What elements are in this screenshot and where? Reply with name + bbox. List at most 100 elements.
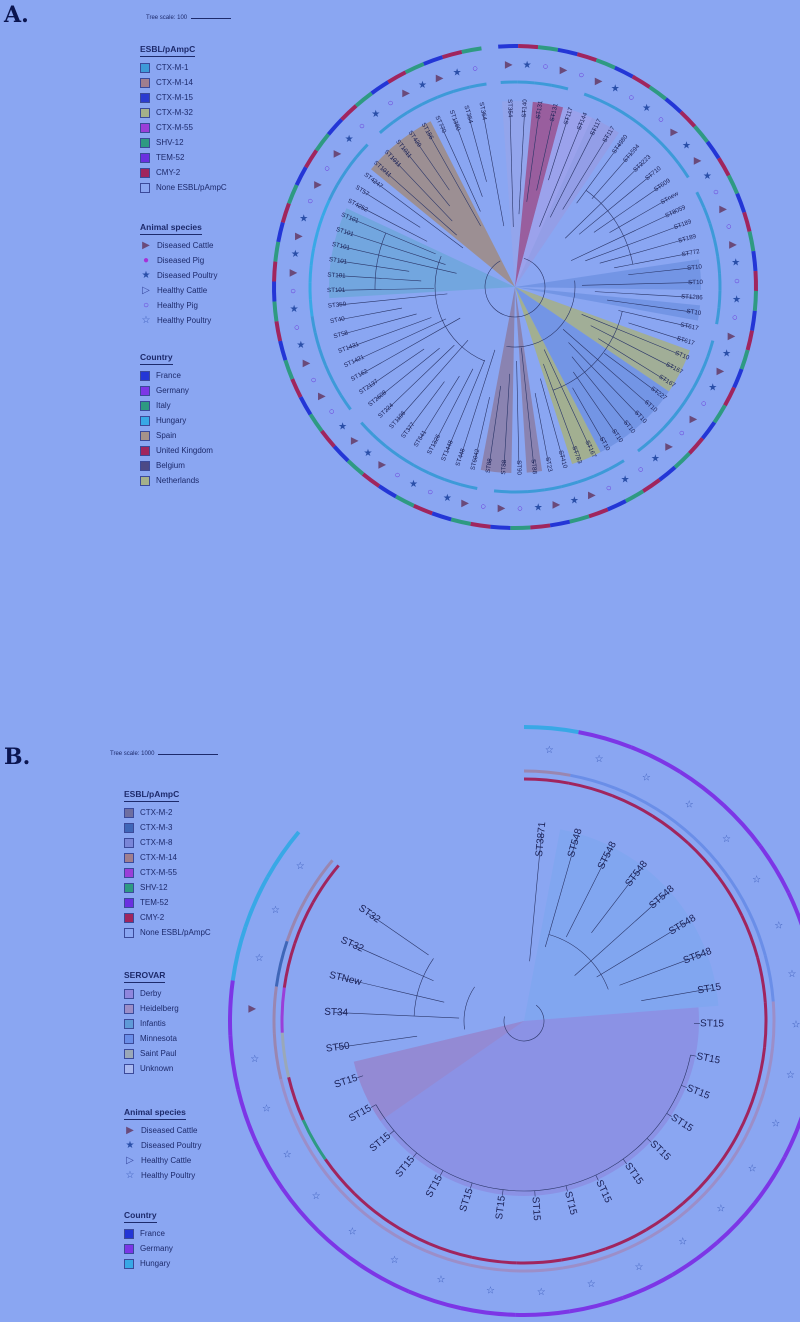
country-ring-segment	[758, 844, 791, 894]
leaf-label: ST101	[327, 287, 346, 294]
branch-line	[446, 359, 486, 452]
legend-label: CMY-2	[140, 912, 165, 922]
country-ring-segment	[412, 503, 433, 516]
open-star-icon: ☆	[595, 754, 604, 765]
open-star-icon: ☆	[752, 875, 761, 886]
branch-line	[403, 148, 450, 207]
esbl-ring-segment	[754, 1046, 767, 1092]
esbl-ring-segment	[628, 115, 645, 129]
legend-item: Unknown	[124, 1061, 224, 1076]
legend-swatch	[140, 182, 150, 193]
esbl-ring-segment	[436, 90, 454, 99]
esbl-ring-segment	[406, 102, 423, 114]
esbl-ring-segment	[313, 332, 322, 350]
leaf-label: ST410	[557, 450, 569, 470]
leaf-label: ST131	[535, 100, 545, 120]
panel-a-species-legend: Animal species ▶ Diseased Cattle ● Diseased…	[140, 222, 240, 328]
branch-line	[518, 109, 525, 215]
country-ring-segment	[298, 396, 313, 416]
leaf-label: ST58	[333, 329, 350, 340]
country-ring-segment	[460, 1306, 516, 1317]
filled-triangle-icon: ▶	[402, 88, 410, 99]
branch-line	[540, 378, 563, 459]
country-ring-segment	[753, 270, 758, 291]
leaf-label: ST40	[330, 315, 346, 325]
filled-star-icon: ★	[703, 171, 712, 182]
country-ring-segment	[782, 1116, 800, 1159]
country-ring-segment	[742, 211, 752, 232]
leaf-label: ST15	[458, 1187, 476, 1214]
legend-item: CMY-2	[124, 910, 224, 925]
leaf-label: ST1286	[681, 293, 704, 301]
esbl-ring-segment	[583, 92, 601, 102]
esbl-ring-segment	[604, 1228, 648, 1251]
legend-swatch	[140, 475, 150, 486]
open-star-icon: ☆	[678, 1237, 687, 1248]
branch-line	[534, 393, 549, 462]
branch-line	[468, 115, 487, 182]
legend-item: ▶ Diseased Cattle	[140, 238, 240, 253]
open-circle-icon: ○	[638, 465, 644, 476]
country-ring-segment	[753, 1156, 787, 1205]
open-circle-icon: ○	[606, 483, 612, 494]
legend-label: United Kingdom	[156, 446, 213, 455]
clade-highlight	[371, 121, 515, 287]
serovar-ring-segment	[692, 836, 727, 874]
filled-circle-icon: ●	[142, 254, 150, 266]
filled-star-icon: ★	[409, 479, 418, 490]
branch-line	[376, 347, 440, 400]
branch-line	[573, 371, 617, 434]
legend-swatch	[140, 152, 150, 163]
legend-swatch	[140, 92, 150, 103]
country-ring-segment	[723, 386, 736, 407]
filled-triangle-icon: ▶	[126, 1124, 134, 1136]
legend-item: Spain	[140, 428, 240, 443]
serovar-ring-segment	[347, 1198, 386, 1231]
leaf-label: ST10	[688, 279, 704, 286]
serovar-ring-segment	[285, 897, 308, 942]
esbl-ring-segment	[310, 315, 317, 334]
clade-highlight	[515, 287, 701, 321]
branch-line	[502, 1189, 504, 1196]
open-circle-icon: ○	[726, 222, 732, 233]
legend-item: CTX-M-1	[140, 60, 240, 75]
leaf-label: ST617	[676, 335, 696, 347]
country-ring-segment	[354, 91, 373, 108]
legend-label: SHV-12	[140, 882, 168, 892]
country-ring-segment	[423, 55, 444, 66]
country-ring-segment	[404, 62, 425, 75]
legend-item: Derby	[124, 986, 224, 1001]
branch-line	[372, 179, 464, 249]
legend-item: CTX-M-3	[124, 820, 224, 835]
legend-swatch	[124, 1243, 134, 1254]
serovar-ring-segment	[304, 859, 334, 900]
legend-label: Germany	[140, 1244, 173, 1253]
open-circle-icon: ○	[359, 121, 365, 132]
open-star-icon: ☆	[262, 1103, 271, 1114]
legend-label: CTX-M-3	[140, 822, 173, 832]
legend-swatch	[124, 912, 134, 923]
legend-item: ☆ Healthy Poultry	[140, 313, 240, 328]
legend-label: None ESBL/pAmpC	[140, 927, 211, 937]
legend-label: CTX-M-32	[156, 108, 193, 117]
branch-line	[628, 322, 685, 341]
open-circle-icon: ○	[387, 98, 393, 109]
legend-title: SEROVAR	[124, 970, 166, 983]
open-circle-icon: ○	[578, 70, 584, 81]
country-ring-segment	[715, 1201, 757, 1245]
esbl-ring-segment	[452, 85, 471, 93]
legend-items: CTX-M-2 CTX-M-3 CTX-M-8 CTX-M-14 CTX-M-55 SHV…	[124, 805, 224, 940]
legend-swatch	[124, 1033, 134, 1044]
country-ring-segment	[614, 65, 634, 79]
country-ring-segment	[700, 421, 717, 440]
legend-label: Diseased Pig	[157, 256, 205, 265]
open-triangle-icon: ▷	[142, 284, 150, 296]
esbl-ring-segment	[611, 794, 654, 818]
esbl-ring-segment	[534, 81, 552, 87]
leaf-label: ST710	[644, 165, 663, 182]
branch-line	[347, 317, 432, 349]
legend-swatch	[124, 1018, 134, 1029]
esbl-ring-segment	[321, 199, 331, 217]
branch-arc	[434, 256, 485, 362]
legend-item: None ESBL/pAmpC	[140, 180, 240, 195]
